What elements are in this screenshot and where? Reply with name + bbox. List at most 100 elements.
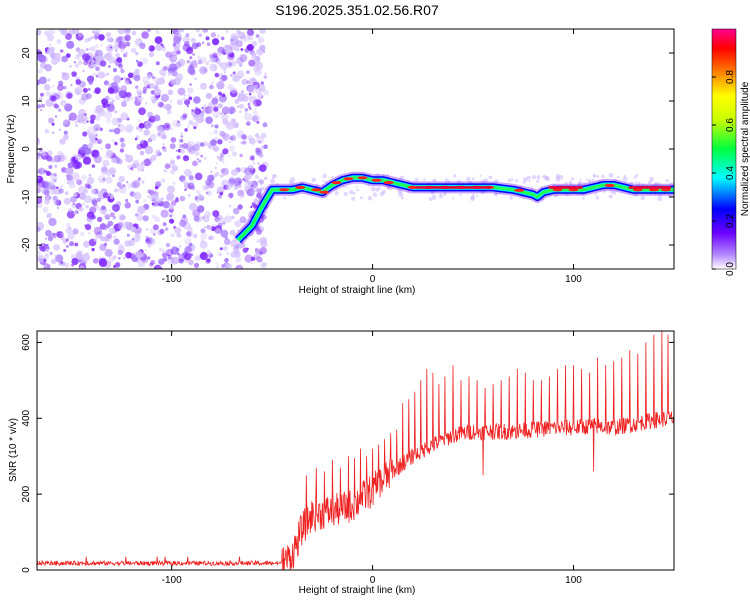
noise-dot: [63, 85, 67, 90]
noise-dot: [197, 55, 202, 61]
noise-dot: [117, 29, 122, 33]
noise-dot: [240, 141, 244, 145]
noise-dot: [37, 138, 40, 144]
noise-dot: [68, 64, 73, 69]
noise-dot: [123, 29, 131, 35]
noise-dot: [187, 94, 191, 98]
noise-dot: [86, 120, 89, 123]
noise-dot: [128, 95, 134, 101]
spectrogram-y-label: Frequency (Hz): [6, 115, 17, 184]
noise-dot: [213, 106, 219, 112]
noise-dot: [184, 188, 187, 192]
snr-panel: -100 0 100 0 200 400 600 Height of straight l…: [8, 330, 675, 596]
colorbar-gradient: [711, 28, 737, 270]
noise-dot: [177, 87, 186, 96]
noise-dot: [237, 204, 243, 210]
noise-dot: [109, 97, 114, 101]
noise-dot: [87, 176, 95, 185]
noise-dot: [202, 106, 210, 114]
noise-dot: [89, 206, 97, 214]
noise-dot: [106, 103, 110, 107]
noise-dot: [633, 176, 637, 179]
noise-dot: [100, 60, 107, 67]
noise-dot: [53, 179, 57, 182]
noise-dot: [151, 214, 157, 219]
noise-dot: [74, 242, 79, 247]
noise-dot: [142, 89, 147, 94]
noise-dot: [226, 52, 235, 61]
noise-dot: [570, 177, 575, 181]
noise-dot: [224, 257, 229, 263]
noise-dot: [90, 188, 96, 194]
noise-dot: [564, 181, 568, 185]
noise-dot: [100, 147, 103, 151]
noise-dot: [239, 197, 242, 200]
noise-dot: [112, 68, 118, 73]
noise-dot: [219, 217, 227, 224]
noise-dot: [206, 190, 212, 196]
snr-x-ticks: -100 0 100: [162, 331, 582, 586]
noise-dot: [188, 120, 194, 125]
noise-dot: [225, 251, 230, 256]
noise-dot: [108, 192, 111, 195]
noise-dot: [58, 128, 62, 131]
noise-dot: [37, 254, 45, 263]
noise-dot: [99, 206, 108, 215]
noise-dot: [37, 104, 42, 109]
noise-dot: [75, 90, 80, 95]
noise-dot: [219, 75, 227, 83]
noise-dot: [595, 196, 600, 200]
noise-dot: [141, 255, 149, 263]
noise-dot: [180, 148, 185, 154]
noise-dot: [162, 122, 171, 131]
noise-dot: [68, 179, 75, 186]
noise-dot: [136, 143, 143, 150]
ridge-hotspot: [371, 178, 382, 182]
noise-dot: [203, 226, 207, 229]
noise-dot: [51, 258, 57, 264]
noise-dot: [260, 193, 264, 196]
noise-dot: [657, 196, 663, 202]
noise-dot: [116, 158, 123, 165]
noise-dot: [109, 46, 112, 49]
noise-dot: [96, 197, 102, 203]
noise-dot: [148, 51, 155, 58]
noise-dot: [235, 123, 239, 127]
noise-dot: [205, 62, 209, 66]
noise-dot: [137, 205, 146, 215]
noise-dot: [230, 251, 237, 258]
noise-dot: [125, 251, 132, 259]
noise-dot: [439, 193, 442, 196]
noise-dot: [99, 243, 107, 251]
noise-dot: [66, 244, 69, 248]
noise-dot: [113, 235, 116, 238]
noise-dot: [124, 202, 131, 209]
noise-dot: [189, 60, 198, 69]
noise-dot: [222, 133, 229, 139]
noise-dot: [47, 47, 55, 55]
noise-dot: [176, 50, 181, 55]
noise-dot: [259, 164, 267, 172]
noise-dot: [127, 72, 134, 79]
noise-dot: [140, 161, 145, 166]
noise-dot: [630, 181, 634, 185]
noise-dot: [239, 153, 243, 158]
y-tick-label: 20: [21, 47, 32, 59]
noise-dot: [141, 76, 149, 83]
noise-dot: [78, 98, 86, 105]
noise-dot: [58, 108, 62, 112]
noise-dot: [178, 29, 185, 33]
noise-dot: [87, 87, 91, 91]
noise-dot: [115, 52, 120, 58]
noise-dot: [179, 144, 184, 149]
noise-dot: [154, 216, 160, 223]
noise-dot: [82, 203, 85, 206]
noise-dot: [579, 178, 582, 181]
noise-dot: [125, 198, 129, 203]
noise-dot: [58, 188, 64, 194]
noise-dot: [197, 205, 205, 213]
ridge-hotspot: [295, 185, 306, 189]
noise-dot: [231, 215, 235, 220]
noise-dot: [83, 240, 90, 248]
noise-dot: [229, 140, 232, 144]
